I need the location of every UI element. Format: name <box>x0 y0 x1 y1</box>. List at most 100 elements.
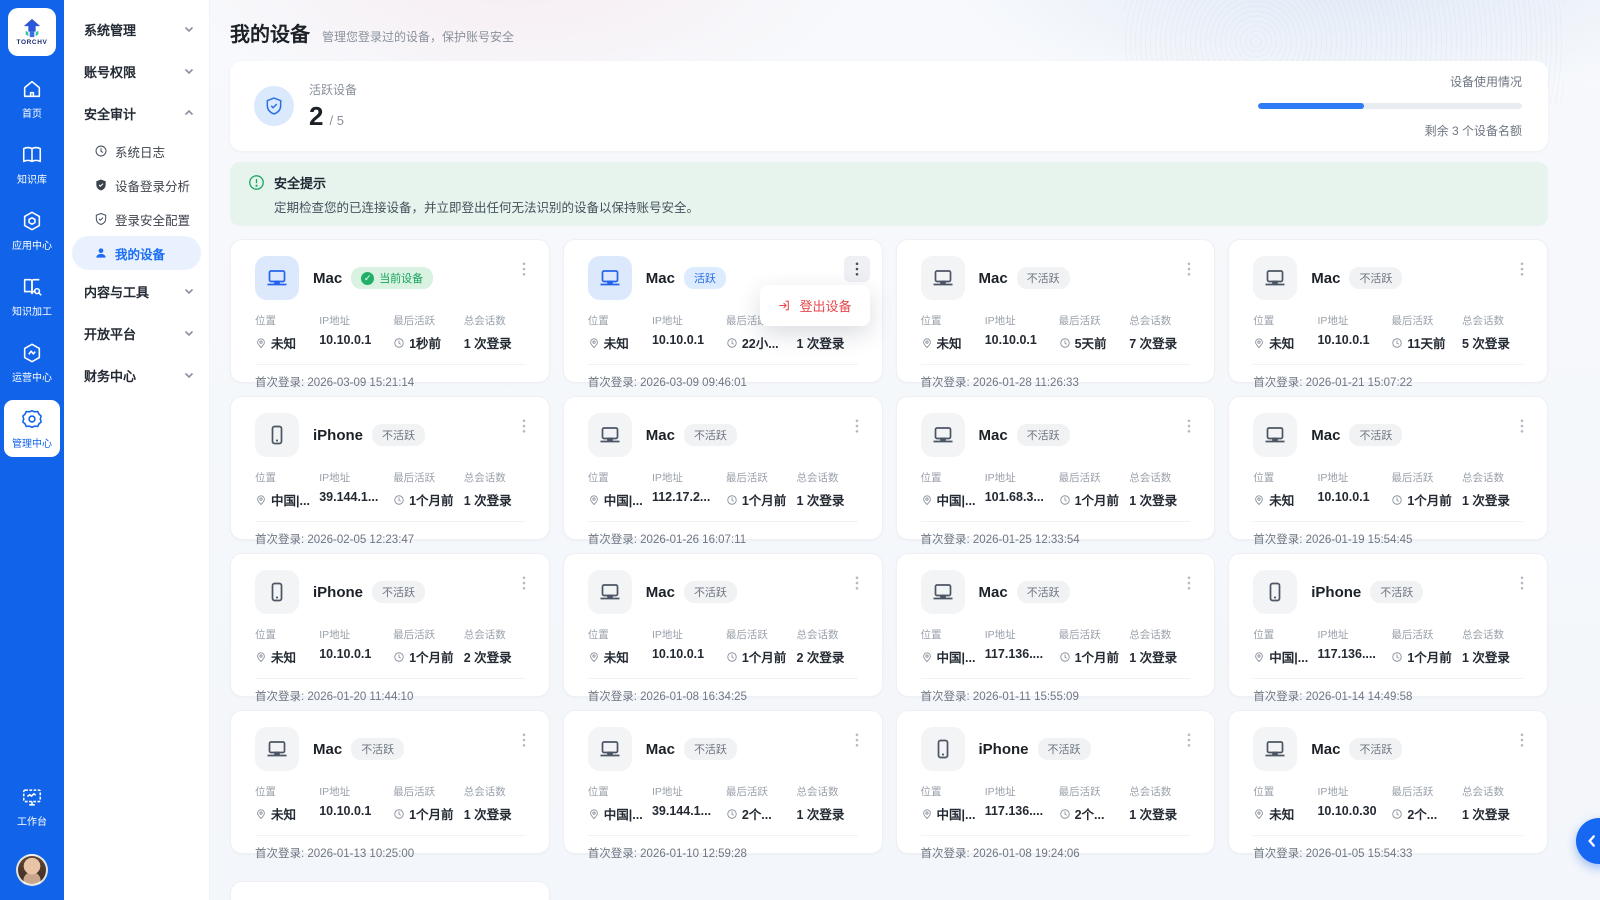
device-status-badge: 不活跃 <box>1370 581 1424 603</box>
device-status-badge: 不活跃 <box>1349 738 1403 760</box>
logout-device-button[interactable]: 登出设备 <box>765 290 864 321</box>
rail-item-admin-center[interactable]: 管理中心 <box>4 400 60 457</box>
book-search-icon <box>20 275 44 299</box>
first-login-text: 首次登录: 2026-01-08 16:34:25 <box>587 691 747 703</box>
sidebar-item-device-login-analysis[interactable]: 设备登录分析 <box>72 168 201 202</box>
kebab-icon <box>1520 419 1524 433</box>
device-menu-button[interactable] <box>511 727 537 753</box>
location-pin-icon <box>922 337 931 348</box>
clock-icon <box>1392 494 1403 505</box>
sidebar-group-finance-center[interactable]: 财务中心 <box>72 354 201 396</box>
user-avatar[interactable] <box>16 854 48 886</box>
brand-logo[interactable]: TORCHV <box>8 8 56 56</box>
first-login-text: 首次登录: 2026-01-21 15:07:22 <box>1253 377 1413 389</box>
field-last-active: 最后活跃 1个月前 <box>393 472 454 508</box>
kebab-icon <box>855 419 858 433</box>
field-last-active: 最后活跃 1秒前 <box>393 315 442 351</box>
sidebar-item-label: 设备登录分析 <box>115 179 191 194</box>
field-location: 位置 中国|... <box>255 472 310 508</box>
smartphone-icon <box>271 425 283 445</box>
rail-item-workbench[interactable]: 工作台 <box>4 778 60 835</box>
card-divider <box>255 678 525 679</box>
kebab-icon <box>855 576 858 590</box>
device-menu-button[interactable] <box>844 570 870 596</box>
device-menu-button[interactable] <box>1509 570 1535 596</box>
location-pin-icon <box>257 651 265 662</box>
sidebar-group-label: 安全审计 <box>84 106 137 122</box>
device-menu-button[interactable] <box>844 727 870 753</box>
sidebar-item-system-logs[interactable]: 系统日志 <box>72 134 201 168</box>
device-menu-button[interactable] <box>1176 256 1202 282</box>
device-status-badge: 不活跃 <box>372 581 426 603</box>
device-menu-button[interactable] <box>1176 413 1202 439</box>
rail-item-knowledge-processing[interactable]: 知识加工 <box>4 268 60 325</box>
field-location: 位置 未知 <box>255 315 297 351</box>
rail-item-app-center[interactable]: 应用中心 <box>4 202 60 259</box>
device-type-tile <box>920 570 965 614</box>
sidebar-group-label: 账号权限 <box>84 64 137 80</box>
field-ip: IP地址 10.10.0.1 <box>651 629 705 661</box>
device-menu-button[interactable] <box>511 256 537 282</box>
chevron-down-icon <box>184 372 194 379</box>
rail-item-label: 管理中心 <box>12 439 52 450</box>
field-sessions: 总会话数 1 次登录 <box>463 786 512 822</box>
device-status-badge: 不活跃 <box>683 424 737 446</box>
device-name: Mac <box>1311 269 1341 287</box>
field-location: 位置 未知 <box>255 629 297 665</box>
device-usage-summary-card: 活跃设备 2 / 5 设备使用情况 剩余 3 个设备名额 <box>230 61 1548 151</box>
rail-item-operations-center[interactable]: 运营中心 <box>4 334 60 391</box>
device-type-tile <box>920 256 965 300</box>
field-sessions: 总会话数 7 次登录 <box>1129 315 1178 351</box>
sidebar-group-label: 财务中心 <box>84 368 137 384</box>
laptop-icon <box>1265 427 1285 443</box>
devices-limit: / 5 <box>329 112 344 128</box>
location-pin-icon <box>1255 808 1264 819</box>
device-menu-button[interactable] <box>843 256 870 282</box>
chevron-down-icon <box>184 330 194 337</box>
device-menu-button[interactable] <box>844 413 870 439</box>
device-menu-button[interactable] <box>1176 570 1202 596</box>
sidebar-group-open-platform[interactable]: 开放平台 <box>72 312 201 354</box>
device-status-badge: 不活跃 <box>1037 738 1091 760</box>
device-menu-button[interactable] <box>1509 727 1535 753</box>
kebab-icon <box>522 733 526 747</box>
card-divider <box>920 835 1191 836</box>
first-login-text: 首次登录: 2026-01-14 14:49:58 <box>1253 691 1413 703</box>
field-location: 位置 中国|... <box>920 472 976 508</box>
sidebar-item-my-devices[interactable]: 我的设备 <box>72 236 201 270</box>
field-last-active: 最后活跃 2个... <box>725 786 772 822</box>
sidebar-group-system-management[interactable]: 系统管理 <box>72 8 201 50</box>
sidebar-group-content-tools[interactable]: 内容与工具 <box>72 270 201 312</box>
field-sessions: 总会话数 1 次登录 <box>1461 786 1510 822</box>
sidebar-group-security-audit[interactable]: 安全审计 <box>72 92 201 134</box>
device-menu-button[interactable] <box>511 570 537 596</box>
first-login-text: 首次登录: 2026-02-05 12:23:47 <box>255 534 415 546</box>
device-menu-button[interactable] <box>1509 413 1535 439</box>
location-pin-icon <box>589 494 598 505</box>
device-card: Mac 不活跃 登出设备 位置 未知 IP地址 <box>230 710 550 860</box>
device-name: Mac <box>313 269 343 287</box>
device-menu-button[interactable] <box>1176 727 1202 753</box>
clock-icon <box>727 337 737 348</box>
field-ip: IP地址 112.17.2... <box>651 472 711 504</box>
user-icon <box>96 248 106 258</box>
field-location: 位置 未知 <box>255 786 297 822</box>
sidebar-item-login-security-config[interactable]: 登录安全配置 <box>72 202 201 236</box>
collapse-panel-button[interactable] <box>1576 818 1600 864</box>
laptop-icon <box>267 741 287 757</box>
device-type-tile <box>587 570 632 614</box>
device-name: Mac <box>645 740 675 758</box>
field-sessions: 总会话数 1 次登录 <box>463 472 512 508</box>
device-card: iPhone 不活跃 登出设备 位置 中国|... IP地址 <box>1228 553 1548 703</box>
device-cards-grid: Mac 当前设备 登出设备 位置 未知 IP地址 <box>230 239 1548 860</box>
logout-icon <box>779 300 790 311</box>
field-ip: IP地址 117.136.... <box>984 786 1044 818</box>
rail-item-home[interactable]: 首页 <box>4 70 60 127</box>
device-menu-button[interactable] <box>1509 256 1535 282</box>
device-menu-button[interactable] <box>511 413 537 439</box>
kebab-icon <box>522 576 526 590</box>
sidebar-group-account-permissions[interactable]: 账号权限 <box>72 50 201 92</box>
device-card: Mac 不活跃 登出设备 位置 未知 IP地址 <box>1228 710 1548 860</box>
rail-item-knowledge-base[interactable]: 知识库 <box>4 136 60 193</box>
device-type-tile <box>1253 413 1298 457</box>
